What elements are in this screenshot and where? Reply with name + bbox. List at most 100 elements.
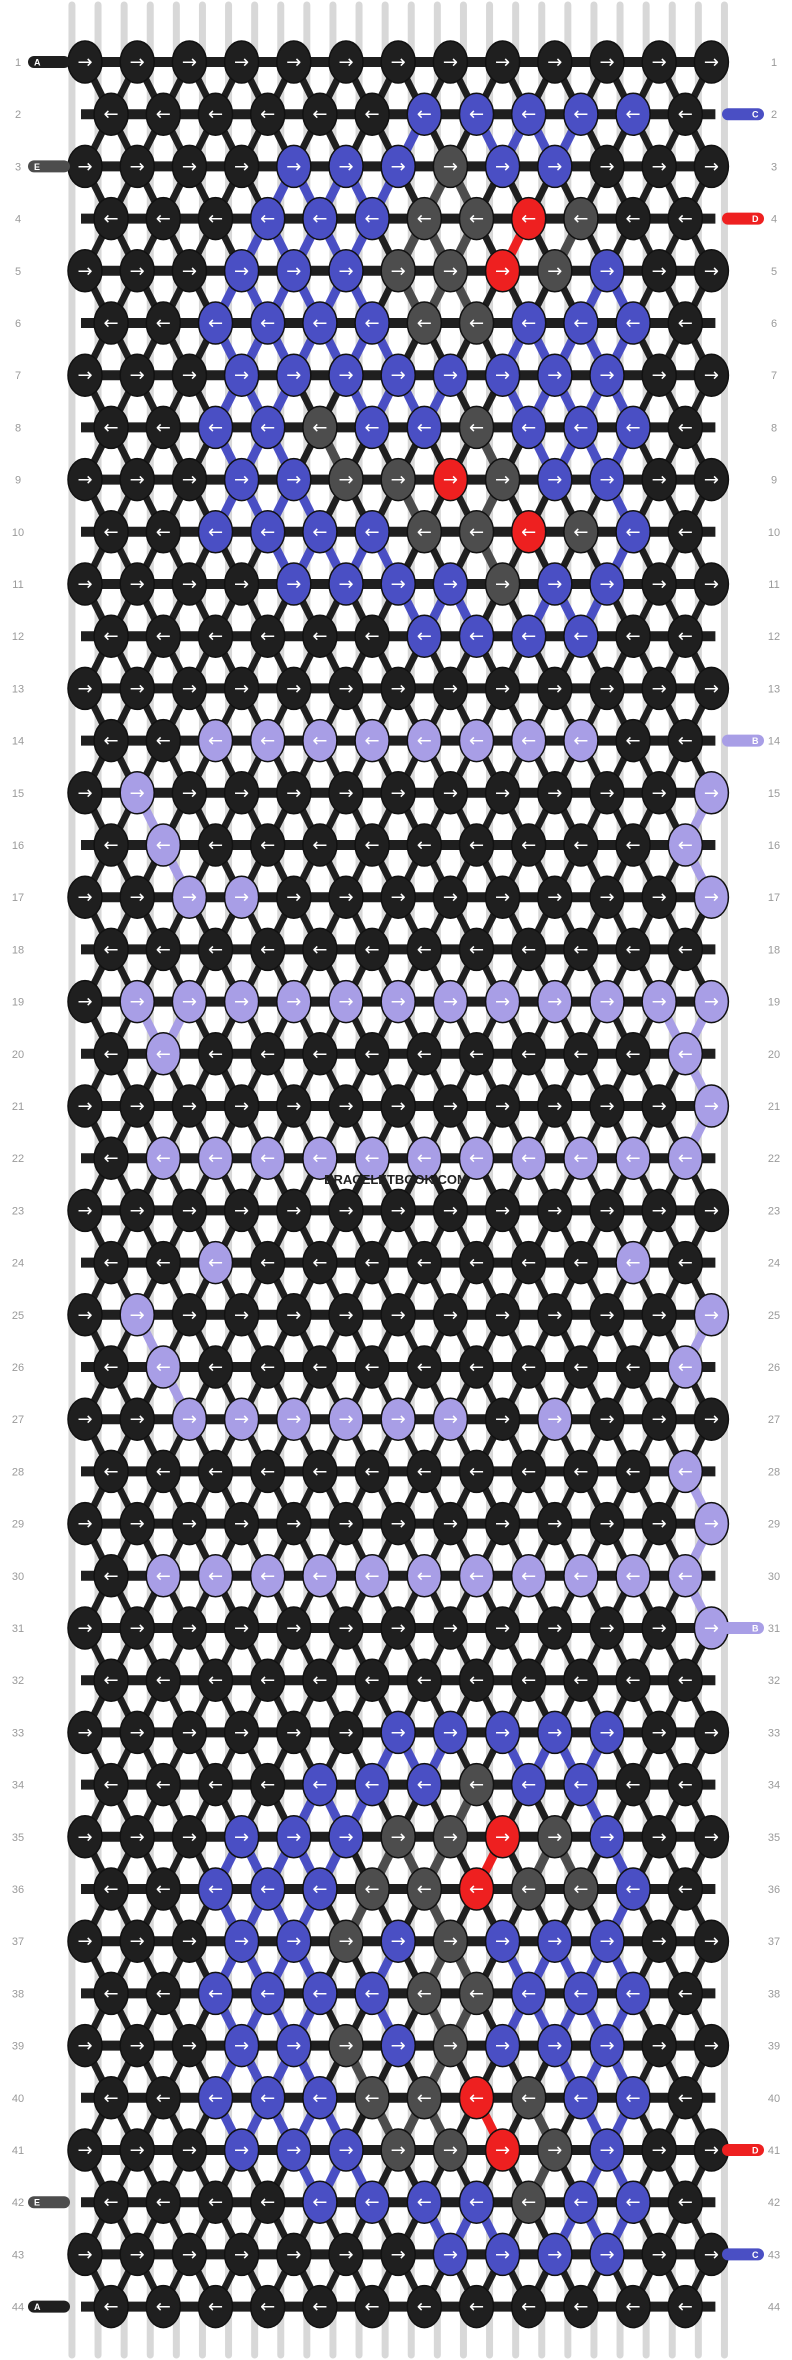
arrow-left-icon: ← (678, 522, 693, 543)
arrow-right-icon: → (547, 156, 562, 177)
arrow-left-icon: ← (312, 1253, 327, 1274)
arrow-left-icon: ← (626, 1983, 641, 2004)
arrow-right-icon: → (234, 2140, 249, 2161)
knot: → (223, 875, 260, 919)
arrow-right-icon: → (652, 1722, 667, 1743)
arrow-right-icon: → (599, 1305, 614, 1326)
arrow-left-icon: ← (626, 1775, 641, 1796)
arrow-left-icon: ← (678, 626, 693, 647)
arrow-right-icon: → (599, 574, 614, 595)
arrow-left-icon: ← (469, 1566, 484, 1587)
knot: → (119, 1815, 155, 1859)
knot: ← (563, 92, 599, 136)
arrow-right-icon: → (704, 2244, 719, 2265)
knot: → (276, 1815, 312, 1859)
row-number-left: 6 (15, 318, 21, 330)
arrow-left-icon: ← (312, 104, 327, 125)
knot: ← (458, 1345, 495, 1389)
row-number-right: 43 (768, 2249, 780, 2261)
row-number-left: 9 (15, 475, 21, 487)
knot: → (589, 1084, 625, 1128)
knot: → (484, 979, 521, 1024)
arrow-left-icon: ← (312, 1357, 327, 1378)
arrow-right-icon: → (391, 574, 406, 595)
knot: → (537, 1397, 573, 1441)
knot: → (537, 353, 573, 397)
knot: → (589, 562, 625, 606)
arrow-right-icon: → (704, 1618, 719, 1639)
knot: → (171, 666, 208, 711)
knot: ← (563, 1449, 599, 1494)
row-number-right: 42 (768, 2197, 780, 2209)
arrow-right-icon: → (338, 52, 353, 73)
knot: ← (458, 1762, 495, 1807)
arrow-left-icon: ← (260, 417, 275, 438)
knot: → (67, 2128, 103, 2172)
knot: → (67, 666, 103, 711)
arrow-right-icon: → (130, 2244, 145, 2265)
knot: → (380, 562, 416, 606)
knot: ← (302, 718, 338, 763)
arrow-right-icon: → (652, 261, 667, 282)
knot: → (67, 771, 103, 815)
knot: ← (615, 823, 651, 867)
knot: ← (93, 1762, 129, 1807)
arrow-left-icon: ← (104, 731, 119, 752)
knot: → (380, 1606, 416, 1650)
svg-text:A: A (34, 58, 41, 68)
knot: ← (406, 614, 443, 658)
knot: → (119, 1919, 155, 1963)
knot: → (537, 771, 573, 815)
knot: → (119, 249, 155, 293)
knot: → (589, 1501, 625, 1546)
knot: ← (406, 718, 443, 763)
knot: → (119, 2128, 155, 2172)
arrow-left-icon: ← (626, 104, 641, 125)
arrow-right-icon: → (234, 1827, 249, 1848)
arrow-right-icon: → (547, 2036, 562, 2057)
arrow-left-icon: ← (469, 104, 484, 125)
knot: → (641, 666, 677, 711)
arrow-right-icon: → (652, 1931, 667, 1952)
arrow-left-icon: ← (208, 417, 223, 438)
arrow-right-icon: → (495, 1618, 510, 1639)
arrow-left-icon: ← (365, 417, 380, 438)
knot: ← (354, 196, 390, 241)
arrow-right-icon: → (443, 1096, 458, 1117)
knot: → (432, 979, 469, 1024)
knot: ← (302, 614, 338, 658)
knot: ← (615, 1971, 651, 2016)
arrow-right-icon: → (495, 992, 510, 1013)
knot: ← (145, 301, 182, 345)
knot: → (589, 771, 625, 815)
arrow-left-icon: ← (312, 1775, 327, 1796)
knot: ← (667, 92, 704, 136)
arrow-right-icon: → (391, 783, 406, 804)
knot: → (119, 457, 155, 502)
arrow-right-icon: → (495, 783, 510, 804)
knot: ← (93, 927, 129, 972)
knot: → (328, 1606, 364, 1650)
knot: ← (354, 1971, 390, 2016)
knot: ← (197, 2180, 234, 2224)
arrow-left-icon: ← (312, 1879, 327, 1900)
arrow-right-icon: → (130, 1722, 145, 1743)
arrow-left-icon: ← (573, 209, 588, 230)
knot: ← (145, 2284, 182, 2329)
arrow-right-icon: → (391, 52, 406, 73)
knot: → (693, 353, 730, 397)
arrow-left-icon: ← (312, 1044, 327, 1065)
knot: ← (145, 2180, 182, 2224)
arrow-left-icon: ← (521, 1775, 536, 1796)
knot: → (276, 1501, 312, 1546)
knot: → (537, 1084, 573, 1128)
arrow-right-icon: → (652, 1200, 667, 1221)
arrow-left-icon: ← (521, 1044, 536, 1065)
arrow-right-icon: → (652, 1409, 667, 1430)
row-number-left: 34 (12, 1780, 24, 1792)
knot: ← (93, 301, 129, 345)
arrow-left-icon: ← (104, 835, 119, 856)
knot: → (171, 2232, 208, 2277)
knot: → (641, 40, 677, 84)
knot: → (67, 457, 103, 502)
